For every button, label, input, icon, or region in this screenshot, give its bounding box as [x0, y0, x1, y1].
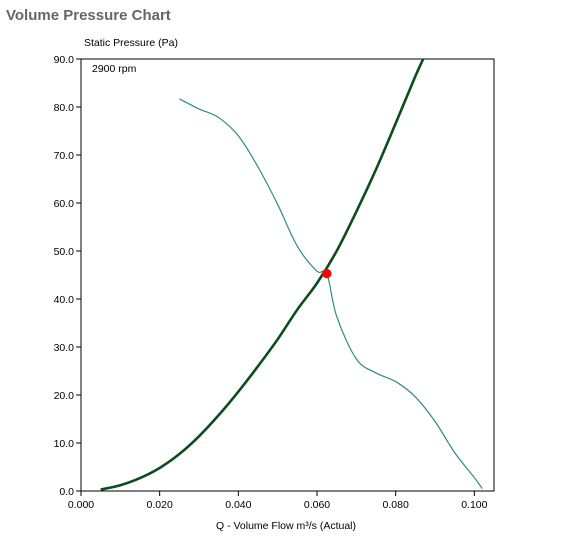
operating-point-marker: [322, 268, 332, 279]
page-title: Volume Pressure Chart: [6, 7, 171, 24]
system-curve-line: [100, 58, 425, 491]
y-tick-label: 30.0: [54, 342, 75, 354]
x-tick-label: 0.080: [383, 499, 409, 511]
y-tick-label: 10.0: [54, 438, 75, 450]
rpm-annotation: 2900 rpm: [92, 63, 137, 75]
y-tick-label: 80.0: [54, 102, 75, 114]
x-tick-label: 0.020: [147, 499, 173, 511]
x-axis-label: Q - Volume Flow m³/s (Actual): [216, 520, 356, 532]
y-tick-label: 50.0: [54, 246, 75, 258]
y-axis-label: Static Pressure (Pa): [84, 37, 178, 49]
y-tick-label: 90.0: [54, 54, 75, 66]
x-tick-label: 0.000: [68, 499, 94, 511]
y-tick-label: 20.0: [54, 390, 75, 402]
plot-area-frame: [80, 58, 495, 492]
x-tick-label: 0.060: [304, 499, 330, 511]
y-tick-label: 70.0: [54, 150, 75, 162]
x-tick-label: 0.100: [461, 499, 487, 511]
y-tick-label: 40.0: [54, 294, 75, 306]
fan-curve-line: [179, 98, 483, 489]
x-tick-label: 0.040: [225, 499, 251, 511]
y-tick-label: 60.0: [54, 198, 75, 210]
y-tick-label: 0.0: [59, 486, 74, 498]
